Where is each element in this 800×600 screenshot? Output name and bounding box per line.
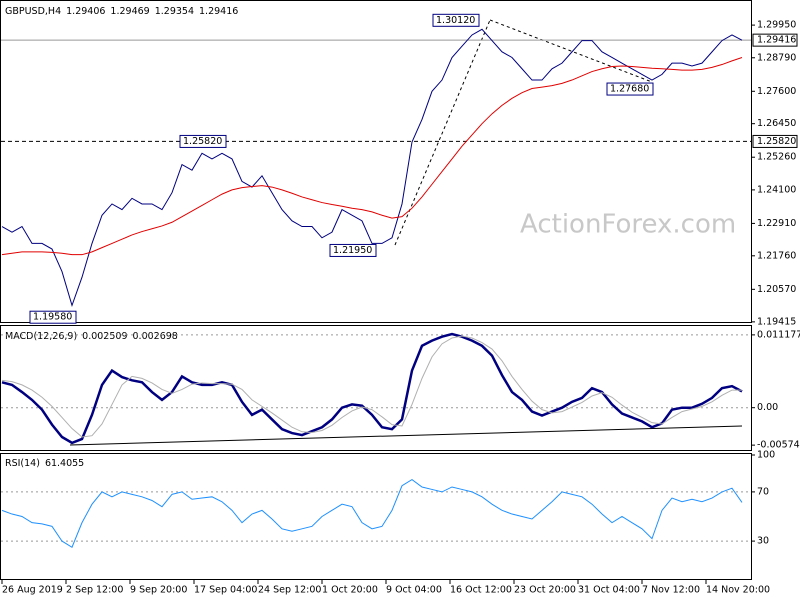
x-tick-label: 17 Sep 04:00 <box>194 585 257 596</box>
series-line <box>1 28 743 307</box>
annotation-label: 1.19580 <box>33 312 72 323</box>
y-tick-label: 0.011177 <box>757 329 800 340</box>
macd-trend-line <box>69 425 743 446</box>
y-tick-label: 1.29950 <box>757 20 796 31</box>
price-tag-box <box>752 33 798 47</box>
price-tag: 1.25820 <box>757 136 796 147</box>
annotation-label: 1.21950 <box>333 245 372 256</box>
indicator-name: RSI(14) <box>5 458 40 469</box>
x-tick-label: 26 Aug 2019 <box>2 585 63 596</box>
y-tick-label: 30 <box>757 536 769 547</box>
indicator-value: 0.002698 <box>133 331 178 342</box>
annotation-box <box>179 134 227 148</box>
price-panel <box>0 0 752 323</box>
indicator-name: GBPUSD,H4 <box>5 6 61 17</box>
price-tag: 1.29416 <box>757 35 796 46</box>
annotation-label: 1.27680 <box>610 84 649 95</box>
series-line <box>1 57 743 256</box>
x-tick-label: 24 Sep 12:00 <box>258 585 321 596</box>
x-tick-label: 9 Sep 20:00 <box>130 585 187 596</box>
indicator-value: 1.29406 <box>66 6 105 17</box>
annotation-box <box>29 310 77 324</box>
x-tick-label: 7 Nov 12:00 <box>642 585 700 596</box>
y-tick-label: 1.21760 <box>757 250 796 261</box>
macd-panel <box>0 325 752 451</box>
trend-line <box>489 19 653 83</box>
watermark: ActionForex.com <box>520 210 736 240</box>
annotation-label: 1.25820 <box>183 136 222 147</box>
y-tick-label: 100 <box>757 450 775 461</box>
y-tick-label: 0.00 <box>757 402 778 413</box>
indicator-header: RSI(14) 61.4055 <box>5 458 84 469</box>
series-line <box>1 478 743 548</box>
x-tick-label: 1 Oct 20:00 <box>322 585 378 596</box>
y-tick-label: 1.26450 <box>757 118 796 129</box>
indicator-value: 61.4055 <box>45 458 84 469</box>
x-tick-label: 16 Oct 12:00 <box>450 585 512 596</box>
annotation-box <box>432 13 480 27</box>
x-tick-label: 23 Oct 20:00 <box>514 585 576 596</box>
y-tick-label: -0.005746 <box>757 440 800 451</box>
price-tag-box <box>752 134 798 148</box>
indicator-value: 1.29416 <box>199 6 238 17</box>
annotation-box <box>329 243 377 257</box>
y-tick-label: 1.22910 <box>757 218 796 229</box>
series-line <box>1 332 743 445</box>
y-tick-label: 1.25260 <box>757 152 796 163</box>
x-tick-label: 14 Nov 20:00 <box>706 585 770 596</box>
y-tick-label: 1.24100 <box>757 184 796 195</box>
indicator-value: 0.002509 <box>82 331 127 342</box>
y-tick-label: 1.27600 <box>757 86 796 97</box>
indicator-header: MACD(12,26,9) 0.002509 0.002698 <box>5 331 178 342</box>
y-tick-label: 70 <box>757 486 769 497</box>
annotation-label: 1.30120 <box>436 15 475 26</box>
indicator-header: GBPUSD,H4 1.29406 1.29469 1.29354 1.29416 <box>5 6 238 17</box>
indicator-value: 1.29354 <box>155 6 194 17</box>
x-tick-label: 9 Oct 04:00 <box>386 585 442 596</box>
trend-line <box>394 19 491 246</box>
rsi-panel <box>0 453 752 580</box>
indicator-value: 1.29469 <box>110 6 149 17</box>
series-line <box>1 335 743 438</box>
annotation-box <box>606 82 654 96</box>
y-tick-label: 1.19415 <box>757 316 796 327</box>
x-tick-label: 2 Sep 12:00 <box>66 585 123 596</box>
indicator-name: MACD(12,26,9) <box>5 331 77 342</box>
x-tick-label: 31 Oct 04:00 <box>578 585 640 596</box>
y-tick-label: 1.20570 <box>757 284 796 295</box>
y-tick-label: 1.28790 <box>757 52 796 63</box>
